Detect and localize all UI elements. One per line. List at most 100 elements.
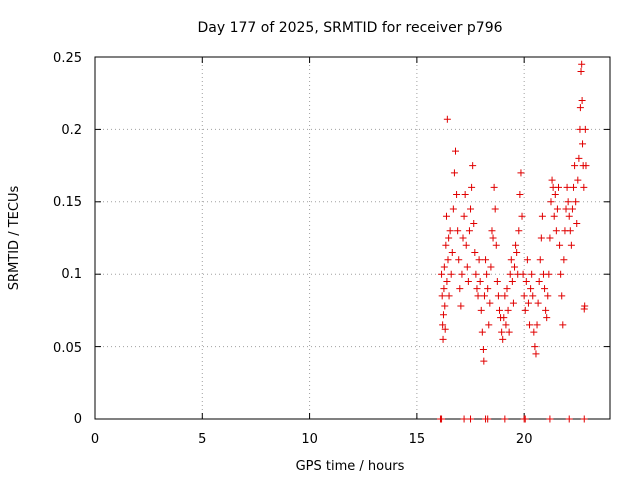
plot-frame <box>94 56 611 420</box>
data-point <box>546 234 554 242</box>
y-tick-label-0.25: 0.25 <box>53 51 82 66</box>
data-point <box>445 292 453 300</box>
x-tick-label-20: 20 <box>516 432 533 447</box>
data-point <box>522 277 530 285</box>
data-point <box>530 328 538 336</box>
y-tick-label-0.1: 0.1 <box>61 267 82 282</box>
data-point <box>438 292 446 300</box>
data-point <box>567 241 575 249</box>
data-point <box>523 256 531 264</box>
data-point <box>563 183 571 191</box>
data-point <box>470 220 478 228</box>
data-point <box>462 241 470 249</box>
data-point <box>476 277 484 285</box>
data-point <box>555 183 562 191</box>
data-point <box>572 198 580 206</box>
data-point <box>564 198 572 206</box>
data-point <box>529 292 537 300</box>
data-point <box>499 335 507 343</box>
data-point <box>558 292 566 300</box>
data-point <box>459 234 467 242</box>
data-point <box>445 234 453 242</box>
data-point <box>506 270 514 278</box>
y-tick-label-0.2: 0.2 <box>61 123 82 138</box>
data-point <box>439 335 447 343</box>
data-point <box>580 415 588 423</box>
data-point <box>439 321 447 329</box>
x-tick-label-0: 0 <box>91 432 99 447</box>
data-point <box>552 227 560 235</box>
data-point <box>515 227 523 235</box>
data-point <box>535 277 543 285</box>
data-point <box>438 270 446 278</box>
data-point <box>551 191 559 199</box>
data-point <box>556 241 564 249</box>
data-point <box>582 162 590 170</box>
data-point <box>465 227 473 235</box>
data-point <box>501 415 509 423</box>
data-point <box>574 176 582 184</box>
data-point <box>534 299 542 307</box>
y-tick-label-0: 0 <box>74 412 82 427</box>
data-point <box>542 306 550 314</box>
data-point <box>512 241 520 249</box>
data-point <box>568 205 576 213</box>
data-point <box>526 321 534 329</box>
data-point <box>513 248 521 256</box>
data-point <box>559 321 567 329</box>
data-point <box>518 212 526 220</box>
data-point <box>464 277 472 285</box>
data-point <box>577 67 585 75</box>
data-point <box>528 270 536 278</box>
data-point <box>511 263 519 271</box>
data-point <box>541 285 549 293</box>
data-point <box>498 328 506 336</box>
data-point <box>493 277 501 285</box>
data-point <box>537 234 545 242</box>
chart-title: Day 177 of 2025, SRMTID for receiver p79… <box>197 20 502 36</box>
data-point <box>509 299 517 307</box>
data-point <box>480 292 488 300</box>
y-tick-label-0.15: 0.15 <box>53 195 82 210</box>
data-point <box>580 183 588 191</box>
data-point <box>543 314 551 322</box>
data-point <box>495 306 503 314</box>
data-point <box>536 256 544 264</box>
data-point <box>579 140 587 148</box>
data-point <box>533 321 541 329</box>
data-point <box>457 302 465 310</box>
data-point <box>441 302 449 310</box>
data-point <box>485 321 493 329</box>
ticks <box>94 56 610 420</box>
data-point <box>482 256 490 264</box>
data-point <box>484 415 492 423</box>
data-point <box>575 154 583 162</box>
data-point <box>461 191 469 199</box>
data-point <box>500 314 508 322</box>
data-point <box>440 263 448 271</box>
data-point <box>494 292 502 300</box>
data-point <box>517 169 525 177</box>
data-point <box>573 220 581 228</box>
data-point <box>566 227 574 235</box>
data-point <box>444 256 452 264</box>
data-point <box>488 227 496 235</box>
data-point <box>456 285 464 293</box>
data-point <box>455 256 463 264</box>
data-point <box>474 292 482 300</box>
x-axis-label: GPS time / hours <box>296 459 405 474</box>
data-point <box>576 104 584 112</box>
data-point <box>570 183 578 191</box>
data-points <box>436 60 590 423</box>
data-point <box>547 198 555 206</box>
data-point <box>527 285 535 293</box>
data-point <box>544 292 552 300</box>
data-point <box>473 285 481 293</box>
data-point <box>446 227 454 235</box>
data-point <box>581 302 589 310</box>
data-point <box>460 212 468 220</box>
data-point <box>531 343 539 351</box>
data-point <box>463 263 471 271</box>
